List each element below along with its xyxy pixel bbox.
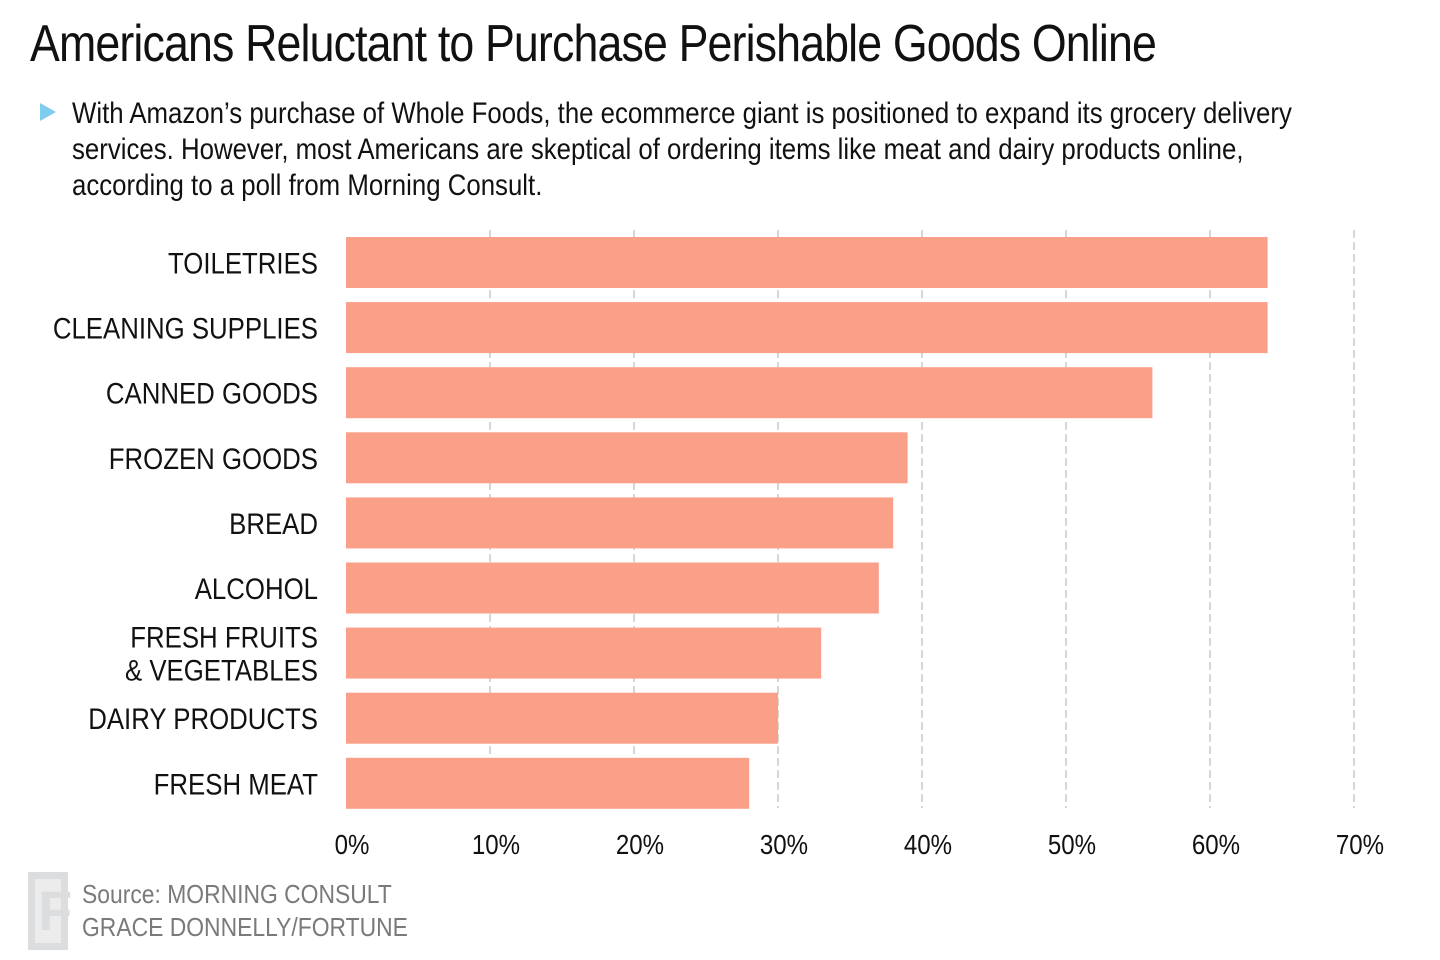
category-label: & VEGETABLES [125,654,318,687]
chart-subtitle: With Amazon’s purchase of Whole Foods, t… [72,97,1292,202]
bar [346,692,778,744]
chart-title: Americans Reluctant to Purchase Perishab… [30,15,1157,73]
category-label: FROZEN GOODS [109,442,318,475]
x-tick-label: 0% [335,828,370,860]
category-label: CANNED GOODS [106,377,318,410]
category-label: FRESH MEAT [154,767,318,800]
bar [346,367,1153,419]
bar [346,432,908,484]
category-labels: TOILETRIES CLEANING SUPPLIES CANNED GOODS F… [53,247,318,801]
x-tick-label: 20% [616,828,664,860]
category-label: DAIRY PRODUCTS [88,702,318,735]
bar [346,562,879,614]
source-text: Source: MORNING CONSULT [82,879,392,909]
bar [346,237,1268,288]
triangle-right-icon [40,103,56,121]
bar [346,627,822,679]
x-tick-label: 70% [1336,828,1384,860]
x-tick-label: 60% [1192,828,1240,860]
fortune-logo-icon: F [28,872,72,950]
category-label: TOILETRIES [168,247,318,280]
category-label: CLEANING SUPPLIES [53,312,318,345]
x-tick-label: 40% [904,828,952,860]
bars [346,237,1268,809]
bar [346,302,1268,354]
category-label: FRESH FRUITS [130,621,318,654]
credit-text: GRACE DONNELLY/FORTUNE [82,912,408,942]
bar [346,757,750,809]
bar [346,497,894,549]
x-tick-label: 10% [472,828,520,860]
category-label: BREAD [229,507,318,540]
x-tick-label: 50% [1048,828,1096,860]
category-label: ALCOHOL [195,572,318,605]
x-tick-labels: 0% 10% 20% 30% 40% 50% 60% 70% [335,828,1385,860]
source-credit: Source: MORNING CONSULT GRACE DONNELLY/F… [82,878,408,944]
x-tick-label: 30% [760,828,808,860]
